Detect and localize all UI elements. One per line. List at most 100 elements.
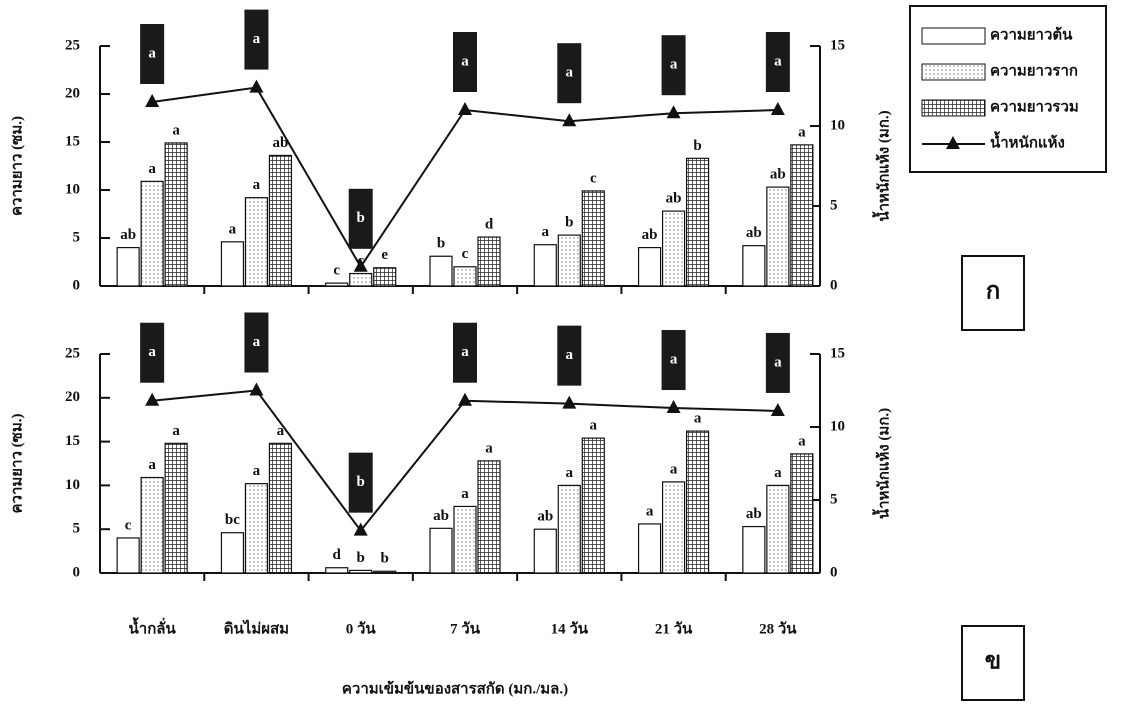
letter-label: a [461, 486, 469, 502]
legend-swatch [921, 27, 986, 45]
letter-label: d [485, 216, 494, 232]
letter-box [140, 24, 165, 84]
letter-label: a [253, 31, 261, 47]
letter-label: a [172, 423, 180, 439]
bar [766, 186, 790, 287]
letter-label: a [148, 457, 156, 473]
bar [790, 453, 814, 574]
letter-label: d [333, 547, 342, 563]
marker [458, 392, 472, 406]
letter-box [661, 330, 686, 391]
bar [220, 532, 245, 574]
x-tick-label: 0 วัน [346, 620, 377, 637]
y2-tick-label: 10 [830, 418, 845, 434]
y-tick-label: 25 [65, 345, 80, 361]
bar [140, 476, 164, 574]
y-tick-label: 20 [65, 85, 80, 101]
y-tick-label: 0 [73, 564, 81, 580]
letter-label: a [566, 465, 574, 481]
letter-label: a [566, 65, 574, 81]
letter-label: a [485, 440, 493, 456]
bar [373, 267, 397, 287]
y2-tick-label: 5 [830, 491, 838, 507]
letter-label: b [357, 474, 365, 490]
letter-box [244, 312, 269, 373]
x-axis-title: ความเข้มข้นของสารสกัด (มก./มล.) [342, 680, 568, 697]
bar [661, 210, 686, 287]
bar [685, 157, 710, 287]
bar [533, 528, 557, 574]
letter-box [244, 9, 269, 70]
letter-label: c [590, 170, 597, 186]
bar [244, 197, 269, 287]
marker [562, 113, 577, 127]
letter-label: ab [770, 167, 786, 183]
letter-label: a [646, 503, 654, 519]
x-tick-label: น้ำกลั่น [129, 616, 177, 637]
bar [637, 523, 662, 574]
letter-box [557, 43, 582, 104]
bar [116, 247, 140, 287]
x-tick-label: 7 วัน [450, 620, 481, 637]
letter-label: ab [666, 191, 682, 207]
bar [637, 247, 662, 287]
letter-label: a [148, 344, 156, 360]
letter-label: a [253, 177, 261, 193]
marker [458, 102, 472, 115]
x-tick-label: 28 วัน [759, 620, 797, 637]
y-axis-title: ความยาว (ซม.) [9, 116, 25, 216]
letter-label: ab [273, 135, 289, 151]
letter-label: a [694, 411, 702, 427]
legend-label: น้ำหนักแห้ง [990, 130, 1065, 151]
letter-label: c [462, 246, 469, 262]
letter-label: a [253, 334, 261, 350]
bar [581, 437, 605, 574]
y-tick-label: 10 [65, 477, 80, 493]
x-tick-label: ดินไม่ผสม [224, 618, 289, 637]
letter-label: c [333, 263, 340, 279]
y-tick-label: 15 [65, 433, 80, 449]
bar [766, 484, 790, 574]
letter-label: b [565, 215, 573, 231]
letter-box [140, 322, 165, 383]
letter-label: a [148, 45, 156, 61]
letter-label: ab [642, 227, 658, 243]
bar [477, 236, 501, 287]
bar [477, 460, 501, 574]
letter-label: a [798, 433, 806, 449]
bar [429, 527, 453, 574]
letter-label: c [125, 517, 132, 533]
letter-label: ab [120, 227, 136, 243]
marker [353, 522, 368, 536]
y2-tick-label: 10 [830, 117, 845, 133]
legend-swatch [921, 99, 986, 117]
panel-label-box [961, 255, 1025, 331]
letter-label: a [229, 221, 237, 237]
letter-label: a [277, 423, 285, 439]
bar [429, 255, 453, 287]
legend-swatch [946, 136, 960, 149]
letter-label: ab [746, 225, 762, 241]
bar [325, 567, 349, 574]
bar [349, 272, 373, 287]
letter-label: b [381, 551, 389, 567]
bar [685, 430, 710, 574]
y-tick-label: 10 [65, 181, 80, 197]
letter-box [453, 32, 477, 92]
letter-label: ab [537, 509, 553, 525]
letter-box [661, 35, 686, 96]
bar [742, 245, 766, 287]
bar [220, 241, 245, 287]
marker [770, 402, 785, 416]
letter-label: a [670, 351, 678, 367]
letter-box [765, 32, 790, 92]
legend-swatch [921, 63, 986, 81]
letter-label: a [461, 53, 469, 69]
letter-label: a [172, 122, 180, 138]
marker [562, 395, 577, 409]
letter-box [765, 332, 790, 393]
letter-box [557, 325, 582, 386]
bar [116, 537, 140, 574]
letter-label: a [670, 57, 678, 73]
